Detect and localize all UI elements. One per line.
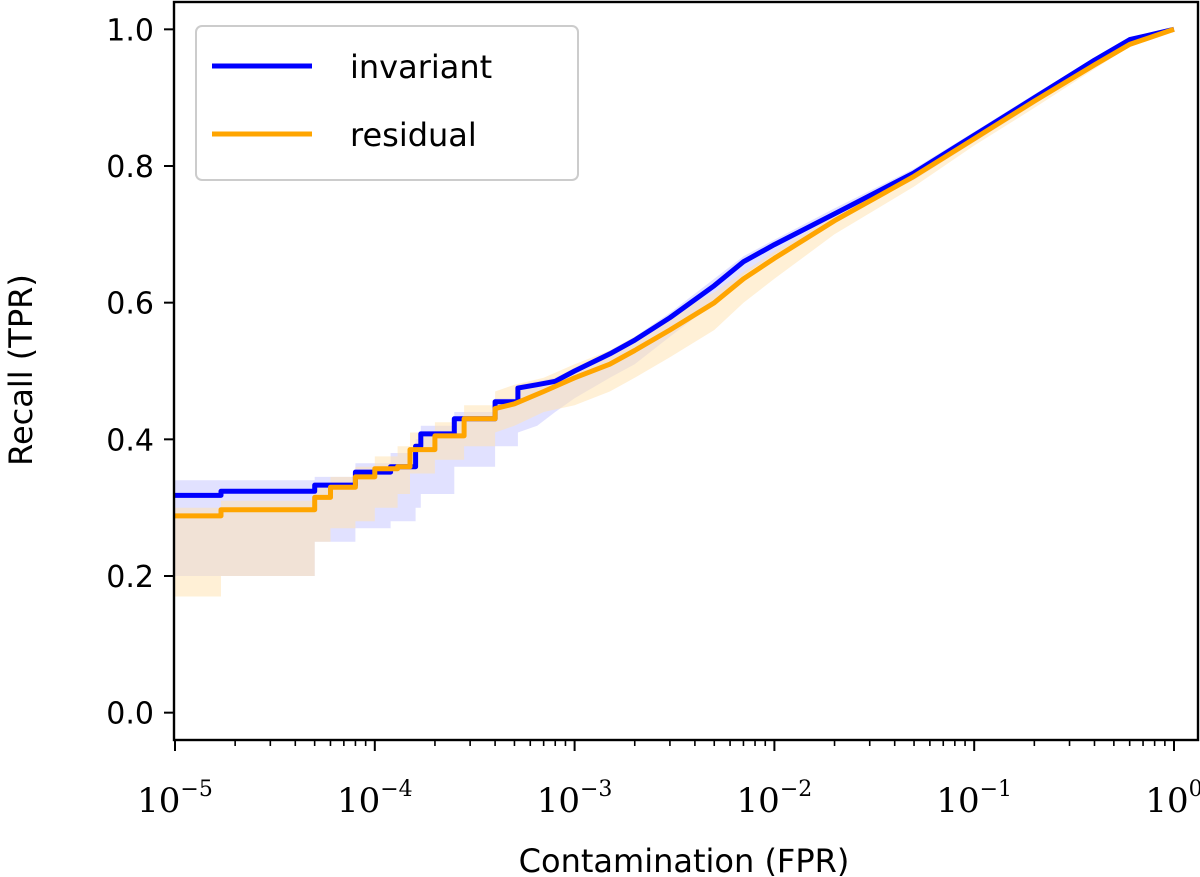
y-tick-label: 1.0 [106, 13, 154, 48]
y-tick-label: 0.4 [106, 423, 154, 458]
y-tick-label: 0.8 [106, 150, 154, 185]
legend-label-invariant: invariant [350, 48, 492, 86]
x-axis-label: Contamination (FPR) [519, 842, 850, 877]
legend-label-residual: residual [350, 116, 477, 154]
x-tick-label: 10−4 [337, 777, 413, 821]
x-tick-label: 10−2 [737, 777, 813, 821]
y-axis: 0.0 0.2 0.4 0.6 0.8 1.0 [106, 13, 174, 732]
x-tick-label: 10−3 [537, 777, 613, 821]
plot-frame [172, 0, 1200, 742]
x-tick-label: 100 [1145, 777, 1200, 821]
series-line-residual [175, 26, 1175, 519]
y-tick-label: 0.2 [106, 560, 154, 595]
y-tick-label: 0.0 [106, 697, 154, 732]
y-axis-label: Recall (TPR) [2, 274, 40, 466]
x-tick-label: 10−1 [936, 777, 1012, 821]
y-tick-label: 0.6 [106, 287, 154, 322]
series-lines [175, 26, 1175, 519]
x-axis: 10−5 10−4 10−3 10−2 10−1 100 [137, 740, 1200, 821]
legend: invariant residual [195, 25, 579, 181]
x-tick-label: 10−5 [137, 777, 213, 821]
